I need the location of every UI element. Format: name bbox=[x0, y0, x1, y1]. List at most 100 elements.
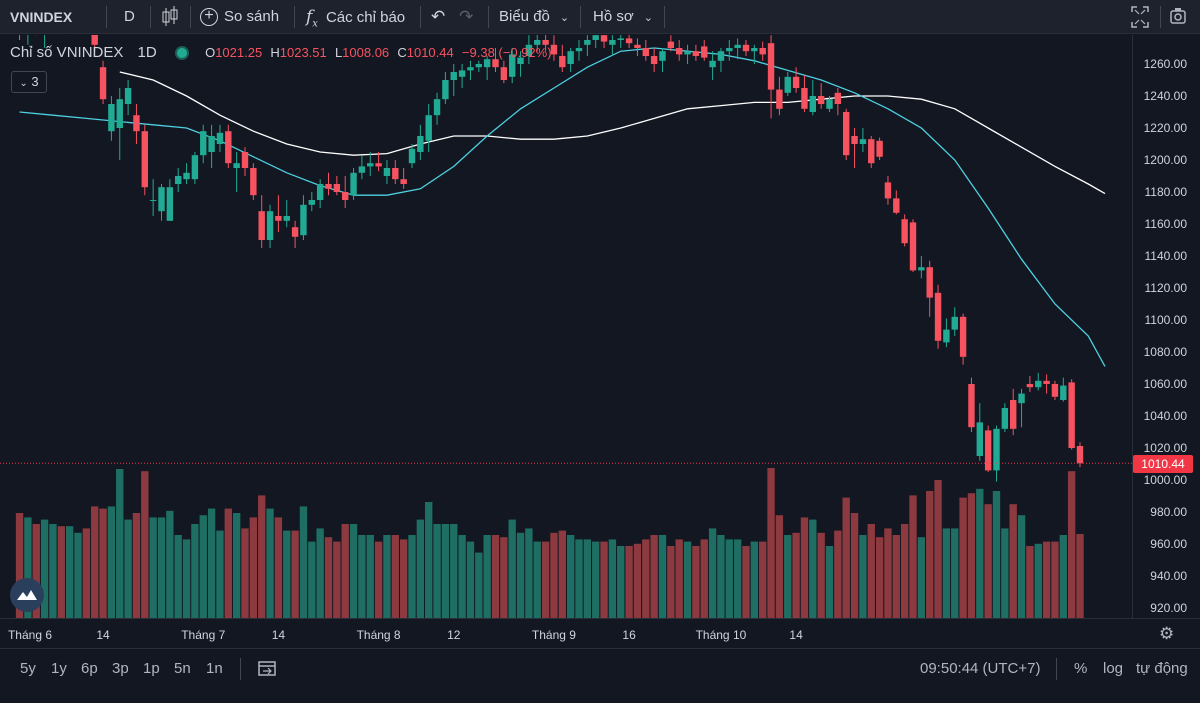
candle-body bbox=[726, 48, 733, 52]
volume-bar bbox=[508, 519, 516, 618]
price-tick-label: 1020.00 bbox=[1143, 441, 1187, 455]
volume-bar bbox=[1059, 535, 1067, 618]
snapshot-icon[interactable] bbox=[1168, 0, 1188, 34]
time-axis[interactable]: ⚙ Tháng 6 14 Tháng 7 14 Tháng 8 12 Tháng 9 16 Th… bbox=[0, 618, 1200, 648]
candlestick-chart-icon[interactable] bbox=[160, 0, 180, 34]
volume-bar bbox=[191, 524, 199, 618]
price-axis[interactable]: 920.00 940.00 960.00 980.00 1000.00 1020.00 10… bbox=[1132, 35, 1200, 618]
candle-body bbox=[208, 136, 215, 152]
toolbar-divider bbox=[190, 6, 191, 28]
price-tick-label: 1100.00 bbox=[1144, 313, 1188, 327]
volume-bar bbox=[967, 493, 976, 618]
percent-toggle[interactable]: % bbox=[1074, 660, 1088, 677]
time-tick-label: Tháng 8 bbox=[356, 628, 401, 642]
interval-button[interactable]: D bbox=[124, 8, 135, 25]
market-status-icon[interactable] bbox=[174, 46, 189, 61]
chart-type-menu[interactable]: Biểu đồ ⌄ bbox=[499, 0, 569, 34]
volume-bar bbox=[625, 546, 633, 618]
range-1n[interactable]: 1n bbox=[206, 660, 223, 677]
volume-bar bbox=[842, 497, 850, 618]
indicators-collapse-button[interactable]: ⌄ 3 bbox=[11, 71, 47, 93]
profile-menu[interactable]: Hồ sơ ⌄ bbox=[593, 0, 653, 34]
log-toggle[interactable]: log bbox=[1103, 660, 1124, 677]
time-tick-label: 14 bbox=[96, 628, 110, 642]
candle-body bbox=[250, 168, 257, 196]
candle-body bbox=[817, 96, 825, 104]
time-tick-label: Tháng 6 bbox=[7, 628, 53, 642]
range-3p[interactable]: 3p bbox=[112, 660, 129, 677]
volume-bar bbox=[416, 519, 425, 618]
volume-bar bbox=[600, 541, 608, 618]
fullscreen-icon[interactable] bbox=[1130, 0, 1150, 34]
candle-body bbox=[1035, 380, 1042, 388]
volume-bar bbox=[91, 506, 99, 618]
candle-body bbox=[968, 384, 975, 428]
volume-bar bbox=[15, 513, 24, 618]
volume-bar bbox=[834, 530, 842, 618]
toolbar-divider bbox=[580, 6, 581, 28]
tradingview-logo-icon[interactable] bbox=[10, 578, 44, 612]
candle-body bbox=[809, 96, 816, 112]
range-6p[interactable]: 6p bbox=[81, 660, 98, 677]
candle-body bbox=[575, 48, 583, 52]
compare-button[interactable]: + So sánh bbox=[200, 0, 279, 34]
clock-time[interactable]: 09:50:44 (UTC+7) bbox=[920, 660, 1041, 677]
volume-bar bbox=[65, 526, 74, 618]
candle-body bbox=[984, 430, 992, 471]
candle-body bbox=[909, 222, 917, 271]
candle-body bbox=[225, 131, 232, 164]
volume-bar bbox=[399, 539, 408, 618]
volume-bar bbox=[107, 506, 116, 618]
time-tick-label: Tháng 7 bbox=[181, 628, 226, 642]
time-tick-label: 16 bbox=[622, 628, 636, 642]
volume-bar bbox=[767, 468, 775, 618]
candle-body bbox=[1043, 380, 1050, 384]
range-1p[interactable]: 1p bbox=[143, 660, 160, 677]
price-tick-label: 1140.00 bbox=[1144, 249, 1188, 263]
candle-body bbox=[792, 76, 800, 88]
low-value: 1008.06 bbox=[342, 45, 390, 60]
volume-bar bbox=[1001, 528, 1009, 618]
undo-icon[interactable]: ↶ bbox=[431, 7, 446, 26]
range-5y[interactable]: 5y bbox=[20, 660, 36, 677]
candle-body bbox=[926, 267, 933, 298]
candle-body bbox=[851, 136, 858, 144]
date-range-icon[interactable] bbox=[257, 649, 277, 688]
candle-body bbox=[458, 70, 466, 77]
volume-bar bbox=[57, 526, 65, 618]
redo-icon[interactable]: ↷ bbox=[459, 7, 474, 26]
close-label: C bbox=[397, 45, 407, 60]
candle-body bbox=[709, 60, 716, 68]
volume-bar bbox=[116, 469, 124, 618]
candle-body bbox=[467, 67, 474, 71]
toolbar-divider bbox=[488, 6, 489, 28]
volume-bar bbox=[1067, 471, 1076, 618]
candle-body bbox=[408, 148, 416, 164]
chart-type-label: Biểu đồ bbox=[499, 8, 550, 25]
candle-body bbox=[283, 216, 290, 221]
time-tick-label: Tháng 9 bbox=[531, 628, 576, 642]
symbol-search[interactable]: VNINDEX bbox=[10, 9, 73, 25]
volume-bar bbox=[174, 535, 182, 618]
volume-bar bbox=[141, 471, 149, 618]
volume-bar bbox=[475, 552, 483, 618]
volume-bar bbox=[283, 530, 291, 618]
auto-scale-toggle[interactable]: tự động bbox=[1136, 660, 1188, 677]
indicators-button[interactable]: fx Các chỉ báo bbox=[306, 0, 405, 34]
candle-body bbox=[859, 139, 867, 144]
settings-gear-icon[interactable]: ⚙ bbox=[1159, 624, 1175, 643]
toolbar-divider bbox=[664, 6, 665, 28]
volume-bar bbox=[1042, 541, 1051, 618]
range-1y[interactable]: 1y bbox=[51, 660, 67, 677]
candle-body bbox=[275, 216, 282, 221]
fx-icon: fx bbox=[306, 7, 318, 30]
range-5n[interactable]: 5n bbox=[174, 660, 191, 677]
volume-bar bbox=[40, 519, 49, 618]
volume-bar bbox=[82, 528, 91, 618]
open-value: 1021.25 bbox=[215, 45, 263, 60]
volume-bar bbox=[441, 524, 450, 618]
volume-bar bbox=[199, 515, 207, 618]
toolbar-divider bbox=[1160, 6, 1161, 28]
price-chart[interactable] bbox=[0, 35, 1132, 618]
candle-body bbox=[133, 115, 140, 132]
